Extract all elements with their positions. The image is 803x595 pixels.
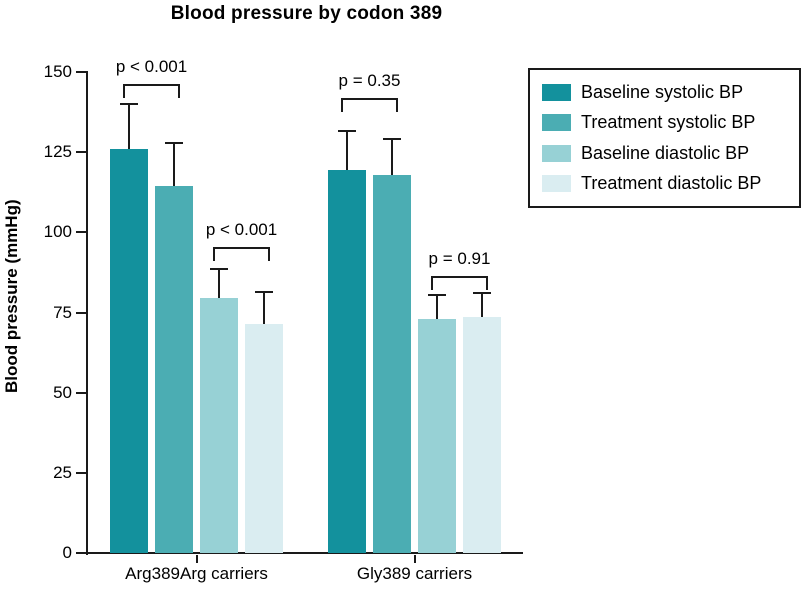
bar-treatment-systolic-bp-group0 (155, 185, 193, 553)
bar-treatment-systolic-bp-group1 (373, 174, 411, 553)
p-value-label: p = 0.35 (338, 71, 401, 91)
bar-baseline-systolic-bp-group0 (110, 148, 148, 553)
significance-bracket-end (123, 84, 125, 98)
y-tick-mark (76, 391, 86, 394)
legend-label: Baseline systolic BP (581, 81, 744, 102)
error-bar-cap (383, 138, 401, 141)
p-value-label: p < 0.001 (115, 56, 188, 76)
significance-bracket-end (396, 99, 398, 113)
legend-label: Treatment diastolic BP (581, 173, 762, 194)
significance-bracket-end (486, 277, 488, 291)
legend: Baseline systolic BP Treatment systolic … (528, 68, 801, 208)
error-bar (128, 104, 130, 149)
legend-label: Baseline diastolic BP (581, 142, 750, 163)
significance-bracket-end (431, 277, 433, 291)
error-bar-cap (165, 141, 183, 144)
y-tick-label: 100 (43, 222, 72, 242)
y-tick-label: 50 (53, 382, 72, 402)
error-bar (346, 131, 348, 170)
y-tick-mark (76, 231, 86, 234)
significance-bracket-end (341, 99, 343, 113)
significance-bracket-end (268, 248, 270, 262)
x-tick-label: Arg389Arg carriers (125, 564, 268, 583)
legend-label: Treatment systolic BP (581, 112, 756, 133)
legend-item: Treatment diastolic BP (542, 173, 799, 194)
y-tick-mark (76, 71, 86, 73)
error-bar (263, 291, 265, 324)
legend-item: Baseline diastolic BP (542, 143, 799, 164)
legend-swatch-treatment-diastolic (542, 175, 571, 193)
significance-bracket (341, 98, 398, 101)
y-tick-label: 125 (43, 142, 72, 162)
error-bar-cap (210, 268, 228, 271)
legend-item: Treatment systolic BP (542, 112, 799, 133)
y-tick-mark (76, 552, 86, 554)
chart-title: Blood pressure by codon 389 (170, 3, 443, 24)
legend-swatch-baseline-diastolic (542, 144, 571, 162)
error-bar (481, 293, 483, 318)
y-tick-mark (76, 311, 86, 314)
error-bar (436, 294, 438, 319)
y-tick-label: 25 (53, 462, 72, 482)
y-tick-label: 150 (43, 62, 72, 81)
x-tick-label: Gly389 carriers (356, 564, 473, 583)
error-bar-cap (473, 292, 491, 295)
y-tick-mark (76, 151, 86, 154)
legend-swatch-baseline-systolic (542, 83, 571, 101)
bar-treatment-diastolic-bp-group0 (245, 323, 283, 553)
error-bar-cap (428, 293, 446, 296)
error-bar-cap (120, 103, 138, 106)
error-bar (391, 139, 393, 175)
error-bar-cap (338, 130, 356, 133)
x-tick-mark (413, 555, 416, 563)
bar-treatment-diastolic-bp-group1 (463, 317, 501, 553)
bar-baseline-diastolic-bp-group1 (418, 318, 456, 553)
y-tick-label: 75 (53, 302, 72, 322)
legend-item: Baseline systolic BP (542, 82, 799, 103)
legend-swatch-treatment-systolic (542, 114, 571, 132)
error-bar (218, 269, 220, 299)
significance-bracket-end (213, 248, 215, 262)
significance-bracket (213, 247, 270, 250)
y-axis-line (86, 71, 88, 555)
significance-bracket (123, 83, 180, 86)
bar-baseline-diastolic-bp-group0 (200, 298, 238, 553)
significance-bracket (431, 276, 488, 279)
y-tick-mark (76, 471, 86, 474)
bar-baseline-systolic-bp-group1 (328, 169, 366, 553)
error-bar-cap (255, 290, 273, 293)
significance-bracket-end (178, 84, 180, 98)
x-tick-mark (195, 555, 198, 563)
p-value-label: p = 0.91 (428, 249, 491, 269)
y-tick-label: 0 (62, 543, 72, 562)
p-value-label: p < 0.001 (205, 220, 278, 240)
x-axis-line (86, 552, 523, 554)
error-bar (173, 142, 175, 186)
